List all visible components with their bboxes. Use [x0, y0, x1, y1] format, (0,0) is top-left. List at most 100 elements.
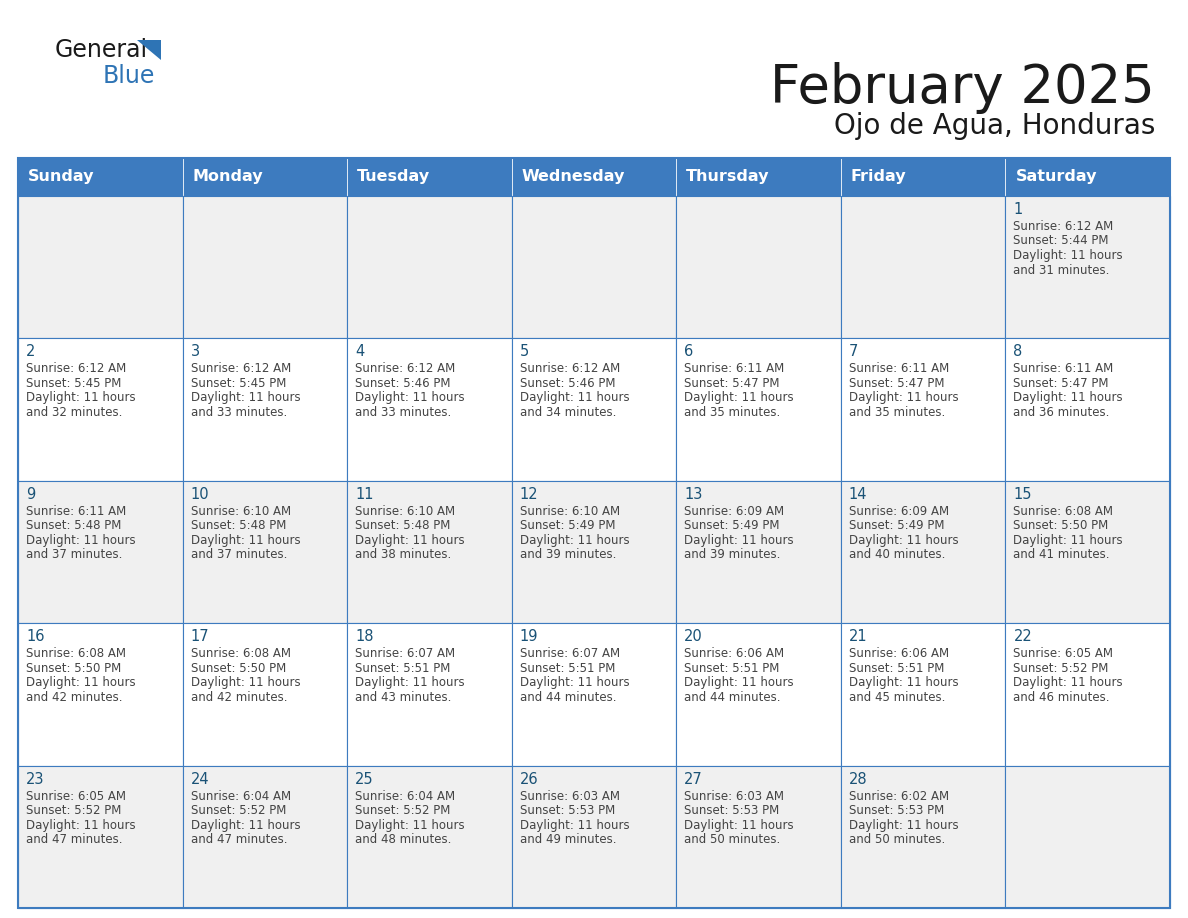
Text: Sunrise: 6:10 AM: Sunrise: 6:10 AM: [519, 505, 620, 518]
Text: Saturday: Saturday: [1016, 170, 1097, 185]
Text: Sunrise: 6:10 AM: Sunrise: 6:10 AM: [355, 505, 455, 518]
Text: General: General: [55, 38, 148, 62]
Text: and 34 minutes.: and 34 minutes.: [519, 406, 617, 419]
Bar: [512, 623, 676, 766]
Bar: [183, 339, 347, 481]
Text: and 31 minutes.: and 31 minutes.: [1013, 263, 1110, 276]
Text: and 39 minutes.: and 39 minutes.: [519, 548, 617, 561]
Text: Sunset: 5:53 PM: Sunset: 5:53 PM: [519, 804, 615, 817]
Text: Daylight: 11 hours: Daylight: 11 hours: [1013, 249, 1123, 262]
Text: and 42 minutes.: and 42 minutes.: [26, 690, 122, 704]
Text: Sunrise: 6:08 AM: Sunrise: 6:08 AM: [1013, 505, 1113, 518]
Bar: [841, 339, 1005, 481]
Text: February 2025: February 2025: [770, 62, 1155, 114]
Text: Sunrise: 6:06 AM: Sunrise: 6:06 AM: [849, 647, 949, 660]
Text: Sunset: 5:51 PM: Sunset: 5:51 PM: [684, 662, 779, 675]
Text: and 35 minutes.: and 35 minutes.: [684, 406, 781, 419]
Text: Sunrise: 6:05 AM: Sunrise: 6:05 AM: [26, 789, 126, 802]
Text: Daylight: 11 hours: Daylight: 11 hours: [1013, 533, 1123, 547]
Bar: [18, 158, 1170, 908]
Text: Sunrise: 6:11 AM: Sunrise: 6:11 AM: [1013, 363, 1113, 375]
Bar: [676, 481, 841, 623]
Bar: [512, 196, 676, 339]
Text: 18: 18: [355, 629, 374, 644]
Text: Sunset: 5:51 PM: Sunset: 5:51 PM: [519, 662, 615, 675]
Text: Sunrise: 6:09 AM: Sunrise: 6:09 AM: [684, 505, 784, 518]
Text: Sunset: 5:44 PM: Sunset: 5:44 PM: [1013, 234, 1108, 248]
Bar: [841, 158, 1005, 196]
Bar: [18, 766, 183, 908]
Text: 15: 15: [1013, 487, 1032, 502]
Bar: [183, 766, 347, 908]
Text: 21: 21: [849, 629, 867, 644]
Text: Sunset: 5:47 PM: Sunset: 5:47 PM: [684, 377, 779, 390]
Text: and 40 minutes.: and 40 minutes.: [849, 548, 946, 561]
Text: Sunrise: 6:11 AM: Sunrise: 6:11 AM: [684, 363, 784, 375]
Bar: [841, 196, 1005, 339]
Text: Daylight: 11 hours: Daylight: 11 hours: [849, 533, 959, 547]
Text: and 44 minutes.: and 44 minutes.: [519, 690, 617, 704]
Bar: [1005, 766, 1170, 908]
Text: Sunset: 5:46 PM: Sunset: 5:46 PM: [519, 377, 615, 390]
Text: and 33 minutes.: and 33 minutes.: [190, 406, 286, 419]
Text: Daylight: 11 hours: Daylight: 11 hours: [190, 533, 301, 547]
Text: Daylight: 11 hours: Daylight: 11 hours: [519, 391, 630, 405]
Text: Sunset: 5:45 PM: Sunset: 5:45 PM: [190, 377, 286, 390]
Text: Sunset: 5:50 PM: Sunset: 5:50 PM: [190, 662, 286, 675]
Text: 26: 26: [519, 772, 538, 787]
Text: Sunset: 5:53 PM: Sunset: 5:53 PM: [849, 804, 944, 817]
Text: and 50 minutes.: and 50 minutes.: [684, 834, 781, 846]
Text: Tuesday: Tuesday: [358, 170, 430, 185]
Text: Blue: Blue: [103, 64, 156, 88]
Text: Sunset: 5:52 PM: Sunset: 5:52 PM: [26, 804, 121, 817]
Text: Daylight: 11 hours: Daylight: 11 hours: [355, 677, 465, 689]
Text: 10: 10: [190, 487, 209, 502]
Text: 16: 16: [26, 629, 44, 644]
Text: Daylight: 11 hours: Daylight: 11 hours: [849, 677, 959, 689]
Bar: [512, 339, 676, 481]
Bar: [18, 158, 183, 196]
Text: Sunset: 5:48 PM: Sunset: 5:48 PM: [26, 520, 121, 532]
Text: Sunrise: 6:09 AM: Sunrise: 6:09 AM: [849, 505, 949, 518]
Text: 11: 11: [355, 487, 374, 502]
Bar: [347, 481, 512, 623]
Text: Sunrise: 6:07 AM: Sunrise: 6:07 AM: [519, 647, 620, 660]
Text: and 46 minutes.: and 46 minutes.: [1013, 690, 1110, 704]
Bar: [1005, 339, 1170, 481]
Text: Daylight: 11 hours: Daylight: 11 hours: [519, 677, 630, 689]
Text: Sunday: Sunday: [29, 170, 95, 185]
Text: and 33 minutes.: and 33 minutes.: [355, 406, 451, 419]
Bar: [183, 481, 347, 623]
Text: Sunrise: 6:12 AM: Sunrise: 6:12 AM: [26, 363, 126, 375]
Text: Daylight: 11 hours: Daylight: 11 hours: [849, 819, 959, 832]
Text: and 45 minutes.: and 45 minutes.: [849, 690, 946, 704]
Bar: [347, 623, 512, 766]
Text: and 38 minutes.: and 38 minutes.: [355, 548, 451, 561]
Text: 8: 8: [1013, 344, 1023, 360]
Text: 14: 14: [849, 487, 867, 502]
Bar: [676, 623, 841, 766]
Text: Sunset: 5:50 PM: Sunset: 5:50 PM: [26, 662, 121, 675]
Text: 13: 13: [684, 487, 702, 502]
Text: and 43 minutes.: and 43 minutes.: [355, 690, 451, 704]
Text: 19: 19: [519, 629, 538, 644]
Text: Sunrise: 6:02 AM: Sunrise: 6:02 AM: [849, 789, 949, 802]
Text: Daylight: 11 hours: Daylight: 11 hours: [519, 533, 630, 547]
Polygon shape: [137, 40, 162, 60]
Text: Sunrise: 6:08 AM: Sunrise: 6:08 AM: [26, 647, 126, 660]
Bar: [841, 623, 1005, 766]
Text: Sunset: 5:49 PM: Sunset: 5:49 PM: [684, 520, 779, 532]
Text: and 37 minutes.: and 37 minutes.: [26, 548, 122, 561]
Bar: [347, 766, 512, 908]
Text: 25: 25: [355, 772, 374, 787]
Text: Sunset: 5:52 PM: Sunset: 5:52 PM: [355, 804, 450, 817]
Bar: [676, 196, 841, 339]
Text: Daylight: 11 hours: Daylight: 11 hours: [26, 819, 135, 832]
Bar: [18, 481, 183, 623]
Bar: [347, 196, 512, 339]
Text: Sunrise: 6:03 AM: Sunrise: 6:03 AM: [684, 789, 784, 802]
Text: 1: 1: [1013, 202, 1023, 217]
Text: Sunset: 5:49 PM: Sunset: 5:49 PM: [849, 520, 944, 532]
Bar: [512, 481, 676, 623]
Text: Daylight: 11 hours: Daylight: 11 hours: [190, 391, 301, 405]
